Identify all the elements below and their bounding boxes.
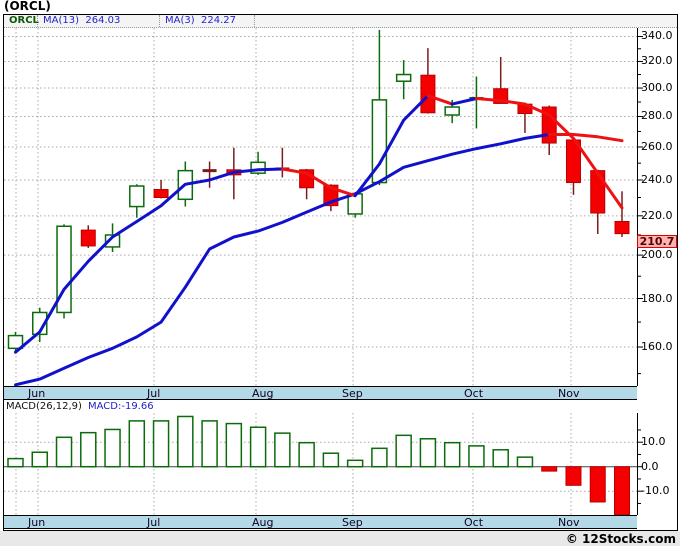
ma3-line bbox=[450, 97, 478, 106]
macd-bar bbox=[152, 420, 170, 468]
macd-bar bbox=[104, 428, 121, 468]
macd-bar bbox=[565, 466, 582, 486]
month-label: Nov bbox=[558, 516, 580, 529]
macd-axis-label: 10.0 bbox=[641, 435, 666, 449]
month-axis-macd: Jun Jul Aug Sep Oct Nov bbox=[4, 515, 637, 529]
ma3-line bbox=[353, 94, 430, 198]
month-label: Sep bbox=[342, 516, 363, 529]
candle bbox=[32, 307, 48, 342]
price-axis-label: 280.0 bbox=[641, 109, 673, 123]
macd-bar bbox=[128, 420, 146, 468]
month-label: Oct bbox=[464, 516, 484, 529]
legend-ma3-value: MA(3) 224.27 bbox=[160, 15, 255, 27]
legend-ma13-value: MA(13) 264.03 bbox=[38, 15, 160, 27]
macd-bar bbox=[249, 426, 267, 468]
price-axis-label: 340.0 bbox=[641, 29, 673, 43]
macd-bar bbox=[419, 438, 437, 468]
macd-bar bbox=[443, 441, 461, 468]
macd-params-label: MACD(26,12,9) bbox=[6, 401, 82, 412]
candle bbox=[565, 138, 581, 195]
candle bbox=[614, 191, 630, 237]
ma13-line bbox=[14, 133, 551, 386]
price-axis-label: 300.0 bbox=[641, 81, 673, 95]
candle bbox=[56, 224, 72, 319]
macd-bar bbox=[7, 457, 24, 468]
ma3-line bbox=[474, 97, 624, 210]
ma3-line bbox=[426, 94, 454, 106]
price-candlestick-plot bbox=[4, 28, 637, 386]
price-axis-label: 260.0 bbox=[641, 139, 673, 153]
macd-bar bbox=[371, 447, 388, 468]
month-label: Jul bbox=[147, 387, 161, 400]
macd-bar bbox=[177, 415, 194, 468]
macd-bar bbox=[201, 420, 218, 468]
macd-bar bbox=[80, 431, 97, 468]
ma3-line bbox=[14, 167, 284, 354]
macd-bar bbox=[298, 441, 315, 468]
candle bbox=[275, 147, 290, 178]
candle bbox=[7, 331, 24, 353]
ma3-line bbox=[280, 167, 357, 198]
macd-bar bbox=[614, 466, 630, 515]
price-axis-label: 320.0 bbox=[641, 54, 673, 68]
month-label: Oct bbox=[464, 387, 484, 400]
price-axis bbox=[637, 28, 643, 386]
macd-value-label: MACD:-19.66 bbox=[88, 401, 154, 412]
candle bbox=[153, 179, 169, 199]
macd-bar bbox=[346, 459, 364, 468]
price-axis-label: 220.0 bbox=[641, 208, 673, 222]
month-label: Jun bbox=[28, 387, 46, 400]
macd-bar bbox=[541, 466, 558, 472]
candle bbox=[129, 184, 145, 218]
ma13-line bbox=[547, 133, 624, 143]
month-axis-main: Jun Jul Aug Sep Oct Nov bbox=[4, 386, 637, 400]
last-price-tag: 210.7 bbox=[637, 235, 677, 248]
price-axis-label: 240.0 bbox=[641, 172, 673, 186]
month-label: Aug bbox=[252, 387, 274, 400]
month-label: Nov bbox=[558, 387, 580, 400]
macd-histogram-plot bbox=[4, 413, 637, 515]
candle bbox=[395, 60, 412, 100]
page-title: (ORCL) bbox=[4, 0, 51, 13]
candle bbox=[469, 76, 484, 129]
month-label: Sep bbox=[342, 387, 363, 400]
macd-bar bbox=[274, 432, 291, 468]
macd-bar bbox=[589, 466, 606, 503]
month-label: Aug bbox=[252, 516, 274, 529]
macd-bar bbox=[395, 434, 412, 468]
month-label: Jun bbox=[28, 516, 46, 529]
month-label: Jul bbox=[147, 516, 161, 529]
macd-bar bbox=[55, 436, 73, 468]
candle bbox=[493, 56, 509, 104]
macd-bar bbox=[468, 445, 485, 468]
macd-axis-label: 0.0 bbox=[641, 459, 659, 473]
macd-bar bbox=[516, 456, 534, 468]
macd-header: MACD(26,12,9) MACD:-19.66 bbox=[4, 401, 677, 413]
candle bbox=[202, 161, 217, 188]
macd-bar bbox=[322, 452, 340, 468]
footer-bar: © 12Stocks.com bbox=[0, 531, 680, 546]
price-axis-label: 160.0 bbox=[641, 340, 673, 354]
legend-symbol: ORCL bbox=[4, 15, 39, 27]
candle bbox=[590, 169, 606, 235]
macd-axis-label: -10.0 bbox=[641, 484, 670, 498]
candle bbox=[420, 48, 436, 114]
macd-bar bbox=[31, 451, 49, 468]
copyright-text: © 12Stocks.com bbox=[565, 532, 676, 546]
macd-axis bbox=[637, 413, 643, 515]
chart-legend: ORCL MA(13) 264.03 MA(3) 224.27 bbox=[4, 15, 677, 28]
candle bbox=[80, 225, 96, 248]
macd-bar bbox=[225, 422, 243, 468]
price-axis-label: 200.0 bbox=[641, 248, 673, 262]
macd-bar bbox=[492, 449, 509, 468]
price-axis-label: 180.0 bbox=[641, 291, 673, 305]
